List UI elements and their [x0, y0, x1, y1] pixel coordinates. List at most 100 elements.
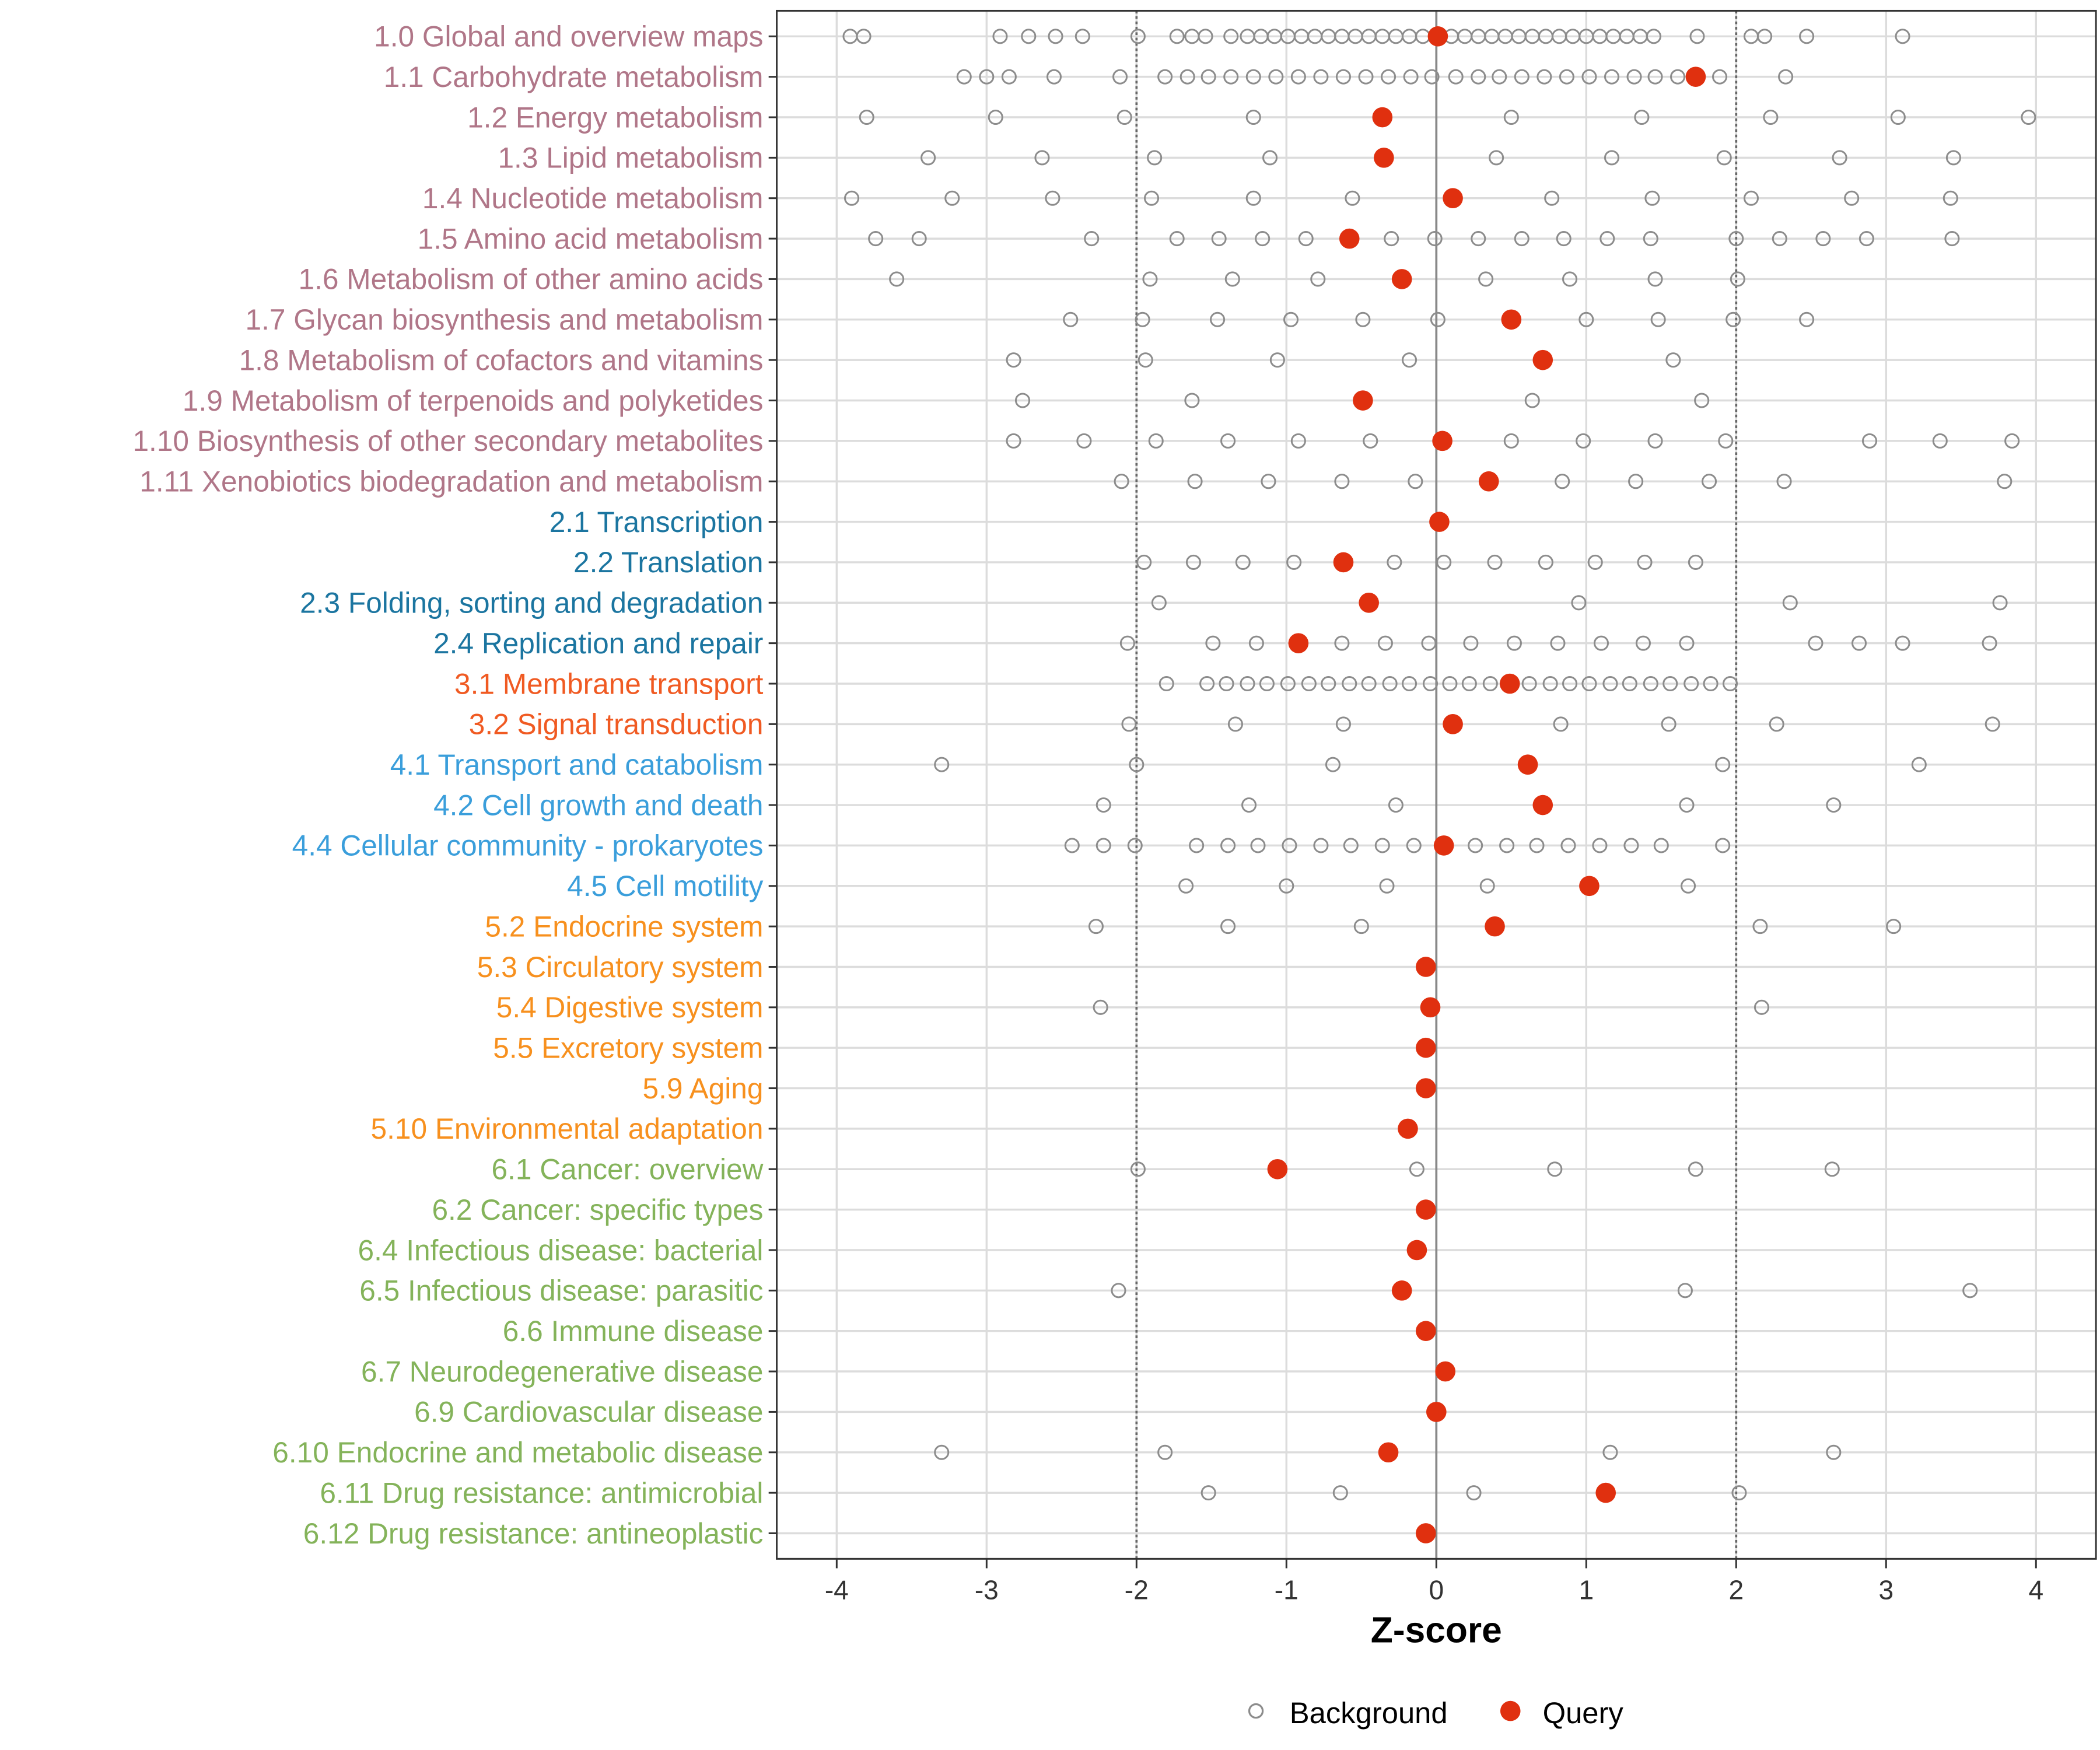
- background-point: [1688, 554, 1703, 570]
- x-tick-label: -4: [825, 1575, 849, 1605]
- background-point: [1298, 231, 1314, 247]
- background-point: [1647, 433, 1663, 449]
- background-point: [1662, 676, 1678, 692]
- background-point: [1147, 150, 1163, 166]
- background-point: [1944, 231, 1960, 247]
- background-point: [1886, 919, 1902, 935]
- y-category-label: 5.5 Excretory system: [493, 1032, 763, 1065]
- query-point: [1288, 633, 1309, 653]
- query-point: [1478, 471, 1499, 492]
- background-point: [1361, 676, 1377, 692]
- background-point: [1313, 838, 1329, 853]
- background-point: [1688, 1161, 1703, 1177]
- query-point: [1378, 1442, 1399, 1463]
- background-point: [1679, 635, 1695, 651]
- query-point: [1416, 1199, 1436, 1220]
- background-point: [1406, 838, 1422, 853]
- background-point: [1581, 676, 1597, 692]
- reference-lines: [1135, 10, 1738, 1559]
- background-point: [1381, 69, 1396, 85]
- query-point: [1372, 107, 1393, 128]
- background-point: [1021, 29, 1037, 44]
- background-point: [1245, 190, 1261, 206]
- y-category-label: 1.0 Global and overview maps: [374, 20, 763, 53]
- background-point: [1665, 352, 1681, 368]
- query-point: [1353, 390, 1373, 411]
- background-point: [1220, 433, 1236, 449]
- background-point: [921, 150, 936, 166]
- background-point: [1637, 554, 1653, 570]
- background-point: [1643, 231, 1658, 247]
- background-point: [1628, 474, 1644, 489]
- background-point: [1701, 474, 1717, 489]
- background-point: [1743, 190, 1759, 206]
- background-point: [1538, 554, 1553, 570]
- background-point: [1726, 312, 1741, 327]
- background-point: [1332, 1485, 1348, 1501]
- background-point: [1220, 919, 1236, 935]
- background-point: [889, 271, 905, 287]
- background-point: [1626, 69, 1642, 85]
- background-point: [1442, 676, 1458, 692]
- background-point: [1422, 676, 1438, 692]
- background-point: [1722, 676, 1738, 692]
- background-point: [1646, 29, 1661, 44]
- query-point: [1359, 592, 1379, 613]
- background-point: [1334, 474, 1350, 489]
- background-point: [1374, 838, 1390, 853]
- background-point: [1576, 433, 1591, 449]
- background-point: [1730, 271, 1745, 287]
- background-point: [1048, 29, 1063, 44]
- background-point: [1114, 474, 1129, 489]
- background-point: [2004, 433, 2020, 449]
- query-point: [1685, 66, 1706, 87]
- background-point: [1602, 1444, 1618, 1460]
- background-point: [1895, 29, 1910, 44]
- background-point: [1088, 919, 1104, 935]
- background-point: [1138, 352, 1153, 368]
- background-point: [1148, 433, 1164, 449]
- background-point: [1799, 312, 1815, 327]
- background-point: [1478, 271, 1494, 287]
- background-point: [1677, 1283, 1693, 1298]
- background-point: [1240, 676, 1255, 692]
- query-point: [1420, 997, 1441, 1018]
- background-point: [1832, 150, 1847, 166]
- background-point: [1135, 312, 1150, 327]
- background-point: [1210, 312, 1226, 327]
- y-category-label: 1.1 Carbohydrate metabolism: [384, 61, 764, 93]
- legend-query-label: Query: [1543, 1696, 1624, 1730]
- background-point: [1715, 838, 1731, 853]
- background-point: [1096, 838, 1111, 853]
- background-point: [1045, 190, 1060, 206]
- y-category-label: 1.6 Metabolism of other amino acids: [299, 263, 764, 296]
- y-category-label: 6.6 Immune disease: [503, 1315, 764, 1348]
- background-point: [1301, 676, 1317, 692]
- background-point: [1345, 190, 1360, 206]
- background-point: [1703, 676, 1718, 692]
- background-point: [1521, 676, 1537, 692]
- background-point: [1506, 635, 1522, 651]
- background-point: [1074, 29, 1090, 44]
- background-point: [1560, 838, 1576, 853]
- x-tick-label: -2: [1125, 1575, 1149, 1605]
- background-point: [1064, 838, 1080, 853]
- query-point: [1426, 1402, 1447, 1422]
- query-point: [1416, 1037, 1436, 1058]
- background-point: [1587, 554, 1603, 570]
- background-point: [1269, 352, 1285, 368]
- background-point: [1581, 69, 1597, 85]
- background-point: [1358, 69, 1374, 85]
- background-point: [934, 1444, 950, 1460]
- query-point: [1532, 794, 1553, 816]
- background-point: [1681, 878, 1696, 894]
- background-point: [992, 29, 1008, 44]
- background-point: [1248, 635, 1264, 651]
- background-point: [1694, 393, 1710, 408]
- background-point: [1448, 69, 1464, 85]
- background-point: [1402, 676, 1418, 692]
- background-point: [1826, 797, 1842, 813]
- background-point: [1157, 69, 1173, 85]
- y-category-label: 2.2 Translation: [573, 546, 763, 579]
- background-point: [1622, 676, 1637, 692]
